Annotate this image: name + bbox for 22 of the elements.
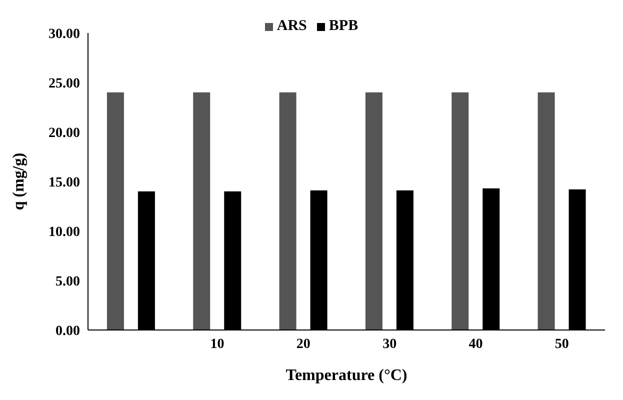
bar [279, 92, 296, 330]
bar [193, 92, 210, 330]
x-tick-label: 10 [210, 336, 224, 352]
legend-label: BPB [328, 18, 358, 34]
y-tick-label: 25.00 [48, 76, 80, 92]
x-tick-label: 40 [468, 336, 483, 352]
x-tick-label: 30 [382, 336, 397, 352]
y-tick-label: 15.00 [48, 175, 80, 190]
y-axis-title: q (mg/g) [10, 152, 28, 210]
x-tick-label: 50 [554, 336, 569, 352]
y-tick-label: 30.00 [48, 26, 80, 42]
y-tick-label: 20.00 [48, 126, 80, 141]
bar [106, 92, 124, 330]
y-tick-label: 10.00 [48, 224, 80, 240]
y-tick-label: 5.00 [56, 274, 80, 290]
bar [538, 92, 555, 330]
x-tick-label: 20 [296, 336, 310, 352]
bar [452, 92, 469, 330]
legend-label: ARS [276, 18, 307, 34]
x-axis-title: Temperature (°C) [286, 367, 408, 384]
bar [365, 92, 382, 330]
y-tick-label: 0.00 [56, 324, 80, 339]
